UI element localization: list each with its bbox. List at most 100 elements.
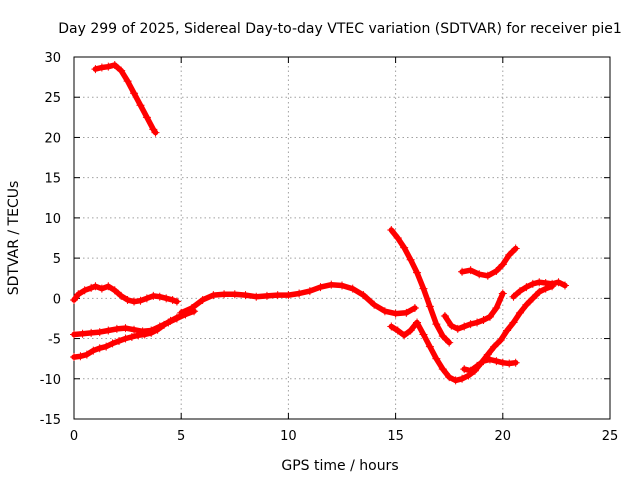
data-point <box>155 292 164 301</box>
y-tick-label: -10 <box>40 373 61 388</box>
data-point <box>115 336 124 345</box>
data-point <box>505 250 514 259</box>
data-point <box>560 281 569 290</box>
plot-frame <box>73 56 611 420</box>
y-tick-label: -5 <box>48 333 61 348</box>
data-point <box>95 328 104 337</box>
data-point <box>466 366 475 375</box>
data-point <box>453 324 462 333</box>
data-point <box>387 322 396 331</box>
data-point <box>528 294 537 303</box>
data-point <box>76 352 85 361</box>
data-point <box>168 295 177 304</box>
data-point <box>102 342 111 351</box>
data-point <box>70 330 78 339</box>
data-point <box>177 308 186 317</box>
data-point <box>89 346 98 355</box>
data-point <box>70 295 78 304</box>
data-point <box>110 61 119 70</box>
x-axis-label: GPS time / hours <box>281 458 398 474</box>
data-point <box>370 300 379 309</box>
data-point <box>492 357 501 366</box>
data-point <box>393 234 402 242</box>
data-point <box>117 291 126 300</box>
series-line <box>388 283 555 384</box>
y-tick-label: 10 <box>44 212 61 227</box>
data-point <box>413 318 422 327</box>
data-point <box>348 284 357 293</box>
data-point <box>509 292 518 301</box>
data-point <box>123 77 132 86</box>
data-point <box>136 296 145 305</box>
series-line <box>388 227 452 346</box>
data-point <box>475 270 484 279</box>
data-point <box>479 357 488 366</box>
data-point <box>460 322 469 331</box>
data-point <box>172 314 181 323</box>
data-layer <box>70 61 569 385</box>
data-point <box>445 373 454 382</box>
data-point <box>108 339 117 348</box>
data-point <box>149 125 158 134</box>
data-point <box>466 266 475 275</box>
data-point <box>130 297 139 306</box>
data-point <box>483 271 492 280</box>
x-tick-label: 20 <box>495 429 512 444</box>
data-point <box>419 284 428 293</box>
data-point <box>541 279 550 288</box>
data-point <box>123 295 132 304</box>
series-arc-early-high <box>91 61 160 137</box>
data-point <box>380 307 389 316</box>
data-point <box>147 326 156 335</box>
data-point <box>142 294 151 303</box>
data-point <box>485 355 494 364</box>
series-line <box>92 62 159 136</box>
data-point <box>496 336 505 345</box>
data-point <box>87 328 96 337</box>
x-tick-label: 5 <box>177 429 185 444</box>
data-point <box>78 329 87 338</box>
data-point <box>425 342 434 351</box>
data-point <box>91 282 100 291</box>
x-tick-label: 25 <box>602 429 619 444</box>
series-line <box>442 290 506 332</box>
data-point <box>241 291 250 300</box>
data-point <box>425 302 434 311</box>
data-point <box>295 289 304 298</box>
data-point <box>400 331 409 340</box>
data-point <box>104 326 113 335</box>
data-point <box>104 62 113 71</box>
data-point <box>410 303 419 312</box>
data-point <box>419 330 428 339</box>
data-point <box>522 300 531 309</box>
data-point <box>316 283 325 292</box>
data-point <box>492 266 501 275</box>
data-point <box>528 279 537 288</box>
chart-title: Day 299 of 2025, Sidereal Day-to-day VTE… <box>58 21 622 37</box>
data-point <box>82 350 91 359</box>
y-tick-label: -15 <box>40 413 61 428</box>
x-tick-label: 10 <box>280 429 297 444</box>
data-point <box>473 318 482 327</box>
data-point <box>110 286 119 295</box>
data-point <box>220 290 229 299</box>
series-line <box>71 283 180 305</box>
data-point <box>155 322 164 331</box>
data-point <box>149 291 158 300</box>
data-point <box>511 244 520 253</box>
data-point <box>548 279 557 288</box>
data-point <box>509 318 518 327</box>
data-point <box>402 308 411 317</box>
y-axis-label: SDTVAR / TECUs <box>6 181 22 296</box>
data-point <box>284 291 293 300</box>
data-point <box>473 361 482 370</box>
series-arc-daytime <box>177 280 419 318</box>
x-tick-label: 0 <box>70 429 78 444</box>
data-point <box>460 365 469 374</box>
data-point <box>515 308 524 317</box>
data-point <box>80 286 89 295</box>
data-point <box>466 320 475 329</box>
data-point <box>440 312 449 321</box>
data-point <box>187 303 196 312</box>
